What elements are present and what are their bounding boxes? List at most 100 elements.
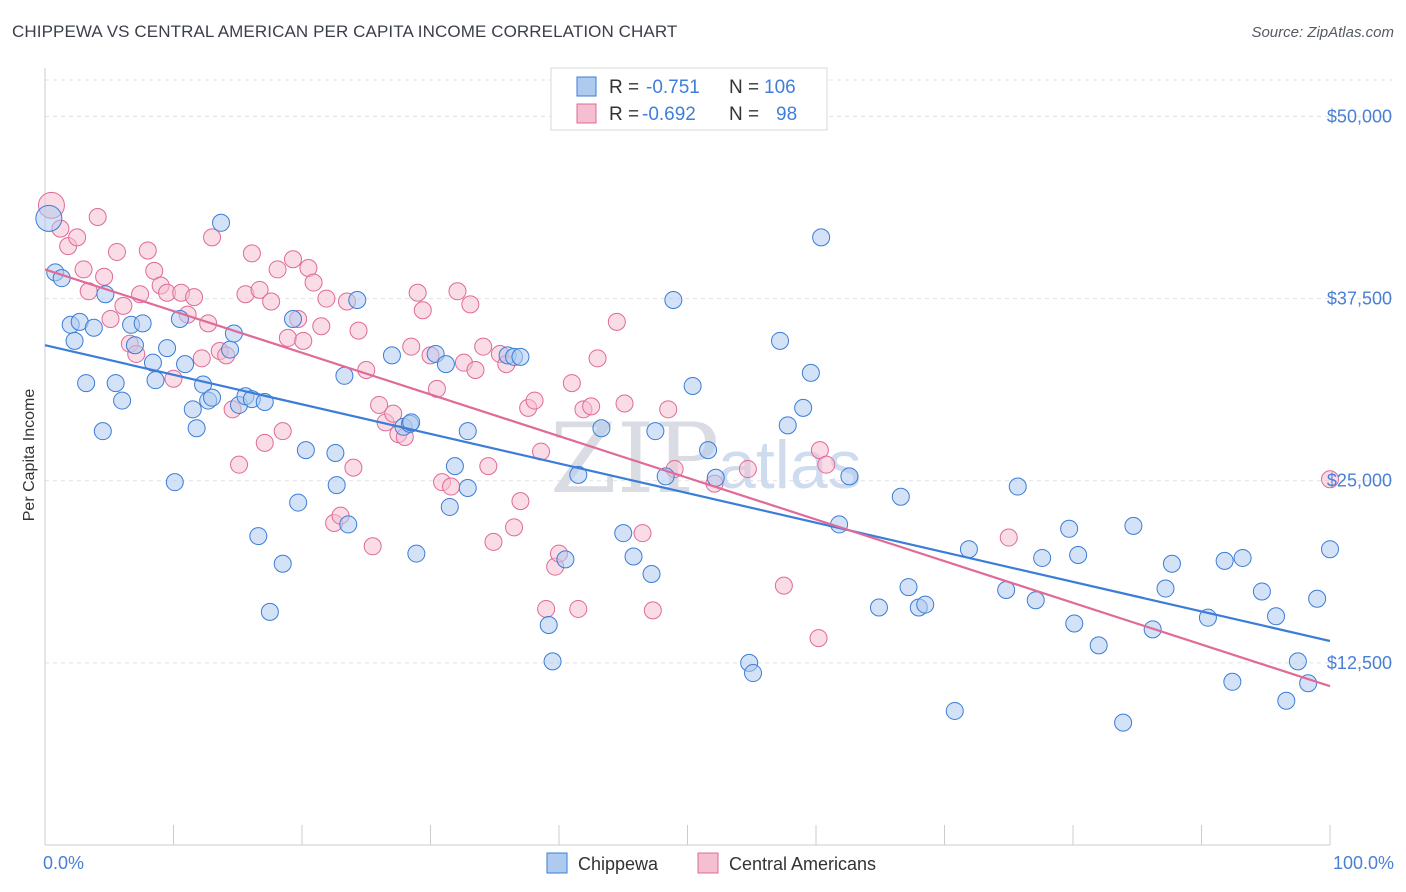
stats-legend-box (550, 67, 828, 131)
central-americans-point (1321, 470, 1339, 489)
central-americans-point (294, 331, 313, 350)
chippewa-point (143, 353, 162, 372)
chippewa-point (1008, 477, 1027, 496)
central-americans-point (659, 400, 678, 419)
trend-lines (44, 268, 1331, 688)
central-americans-point (370, 395, 389, 414)
chippewa-point (1277, 691, 1296, 710)
central-americans-r-value: -0.692 (642, 104, 696, 125)
y-tick-label-37500: $37,500 (1327, 289, 1392, 309)
chippewa-point (339, 515, 358, 534)
chippewa-point (945, 701, 964, 720)
chippewa-point (1321, 540, 1339, 559)
chippewa-r-value: -0.751 (646, 77, 700, 98)
central-americans-point (344, 458, 363, 477)
central-americans-point (511, 492, 530, 511)
central-americans-point (999, 528, 1018, 547)
watermark-zip: ZIP (550, 403, 719, 515)
chippewa-point (382, 346, 401, 365)
chippewa-point (445, 457, 464, 476)
central-americans-point (505, 518, 524, 537)
chippewa-point (1069, 546, 1088, 565)
central-americans-point (774, 576, 793, 595)
central-americans-point (255, 433, 274, 452)
chippewa-point (1065, 614, 1084, 633)
central-americans-point (408, 283, 427, 302)
y-axis-title: Per Capita Income (21, 389, 38, 522)
central-americans-point (461, 295, 480, 314)
chippewa-point (212, 213, 231, 232)
chippewa-point (146, 371, 165, 390)
central-americans-point (384, 404, 403, 423)
central-americans-legend-swatch (576, 103, 597, 124)
chippewa-point (916, 595, 935, 614)
watermark-atlas: atlas (718, 427, 862, 503)
central-americans-point (643, 601, 662, 620)
chippewa-point (65, 331, 84, 350)
central-americans-point (809, 629, 828, 648)
chippewa-point (183, 400, 202, 419)
chippewa-point (133, 314, 152, 333)
chippewa-point (84, 318, 103, 337)
chippewa-point (543, 652, 562, 671)
y-tick-label-50000: $50,000 (1327, 106, 1392, 126)
central-americans-point (525, 391, 544, 410)
chippewa-point (511, 347, 530, 366)
chippewa-point (801, 363, 820, 382)
stats-legend: R = -0.751 N = 106 R = -0.692 N = 98 (550, 67, 828, 131)
chippewa-point (624, 547, 643, 566)
central-americans-point (68, 228, 87, 247)
central-americans-point (562, 374, 581, 393)
chippewa-point (840, 467, 859, 486)
chippewa-point (296, 441, 315, 460)
central-americans-point (101, 309, 120, 328)
central-americans-r-label: R = (609, 104, 639, 125)
chippewa-point (1299, 674, 1318, 693)
chippewa-point (706, 468, 725, 487)
central-americans-point (569, 599, 588, 618)
chippewa-legend-label: Chippewa (578, 854, 659, 874)
central-americans-point (466, 360, 485, 379)
central-americans-point (317, 289, 336, 308)
central-americans-point (442, 477, 461, 496)
chippewa-point (642, 564, 661, 583)
chippewa-point (407, 544, 426, 563)
chippewa-point (1060, 519, 1079, 538)
central-americans-n-value: 98 (776, 104, 797, 125)
chippewa-point (699, 441, 718, 460)
chippewa-point (440, 497, 459, 516)
chippewa-r-label: R = (609, 77, 639, 98)
central-americans-point (185, 288, 204, 307)
central-americans-point (817, 455, 836, 474)
central-americans-point (203, 228, 222, 247)
watermark: ZIP atlas (550, 403, 862, 515)
chippewa-point (284, 309, 303, 328)
central-americans-point (114, 296, 133, 315)
chippewa-point (77, 374, 96, 393)
central-americans-point (607, 312, 626, 331)
chippewa-point (221, 340, 240, 359)
chippewa-point (1267, 607, 1286, 626)
chippewa-point (1156, 579, 1175, 598)
central-americans-n-label: N = (729, 104, 759, 125)
chippewa-point (35, 204, 63, 232)
central-americans-point (88, 207, 107, 226)
chippewa-point (556, 550, 575, 569)
central-americans-trend-line (44, 268, 1331, 688)
central-americans-point (738, 460, 757, 479)
chippewa-point (1089, 636, 1108, 655)
chippewa-point (106, 374, 125, 393)
chippewa-point (165, 473, 184, 492)
chippewa-point (273, 554, 292, 573)
grid-lines (45, 79, 1392, 664)
chippewa-point (794, 398, 813, 417)
chippewa-point (778, 416, 797, 435)
y-tick-labels: $12,500 $25,000 $37,500 $50,000 (1327, 106, 1392, 672)
chippewa-point (326, 444, 345, 463)
central-americans-point (615, 394, 634, 413)
chippewa-point (1162, 554, 1181, 573)
chippewa-trend-line (44, 344, 1331, 643)
chippewa-point (249, 527, 268, 546)
central-americans-point (304, 273, 323, 292)
